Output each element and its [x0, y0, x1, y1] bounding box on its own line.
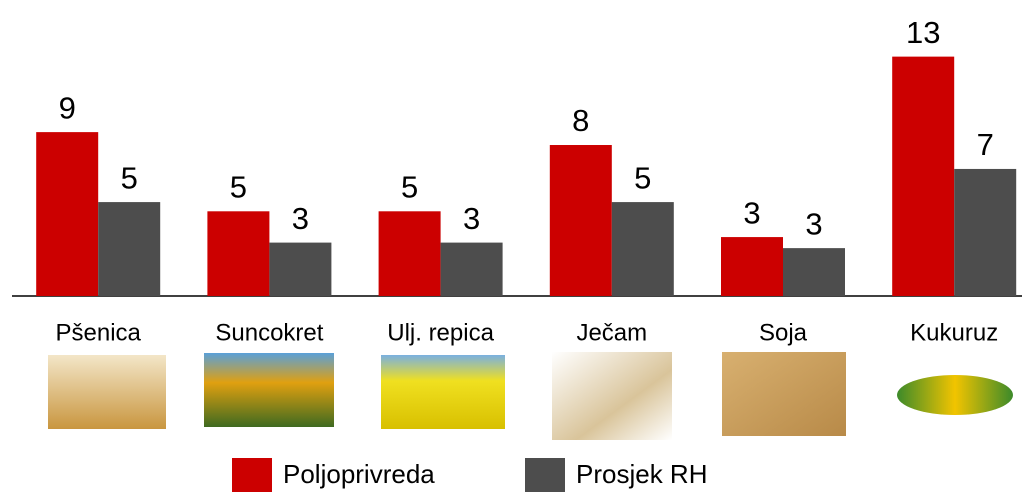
crop-images: [48, 352, 1013, 440]
data-label: 8: [572, 103, 589, 138]
barley-image: [552, 352, 672, 440]
data-label: 3: [292, 201, 309, 236]
data-label: 5: [121, 160, 138, 195]
bar: [440, 242, 503, 296]
bar: [783, 248, 845, 296]
legend-label: Poljoprivreda: [283, 459, 435, 489]
x-tick-label: Kukuruz: [910, 319, 998, 346]
sunflower-image: [204, 353, 334, 427]
data-label: 3: [743, 195, 760, 230]
corn-image: [897, 375, 1013, 415]
x-tick-label: Soja: [759, 319, 808, 346]
data-label: 5: [230, 169, 247, 204]
data-label: 9: [59, 90, 76, 125]
data-label: 13: [906, 15, 940, 50]
wheat-image: [48, 355, 166, 429]
bar: [549, 145, 612, 296]
x-tick-label: Ječam: [576, 319, 647, 346]
bar: [378, 211, 441, 296]
bar: [611, 202, 674, 296]
bar: [207, 211, 270, 296]
legend-swatch: [525, 458, 565, 492]
legend-swatch: [232, 458, 272, 492]
bar: [98, 202, 161, 296]
bar: [721, 237, 783, 296]
data-label: 5: [634, 160, 651, 195]
bar: [269, 242, 332, 296]
data-label: 3: [805, 206, 822, 241]
data-label: 5: [401, 169, 418, 204]
bar: [954, 168, 1017, 296]
soy-image: [722, 352, 846, 436]
x-tick-label: Pšenica: [56, 319, 142, 346]
legend-label: Prosjek RH: [576, 459, 707, 489]
x-tick-label: Suncokret: [215, 319, 323, 346]
data-label: 3: [463, 201, 480, 236]
bar: [36, 132, 99, 296]
data-label: 7: [977, 127, 994, 162]
bar: [892, 56, 955, 296]
rapeseed-image: [381, 355, 505, 429]
x-tick-label: Ulj. repica: [387, 319, 494, 346]
